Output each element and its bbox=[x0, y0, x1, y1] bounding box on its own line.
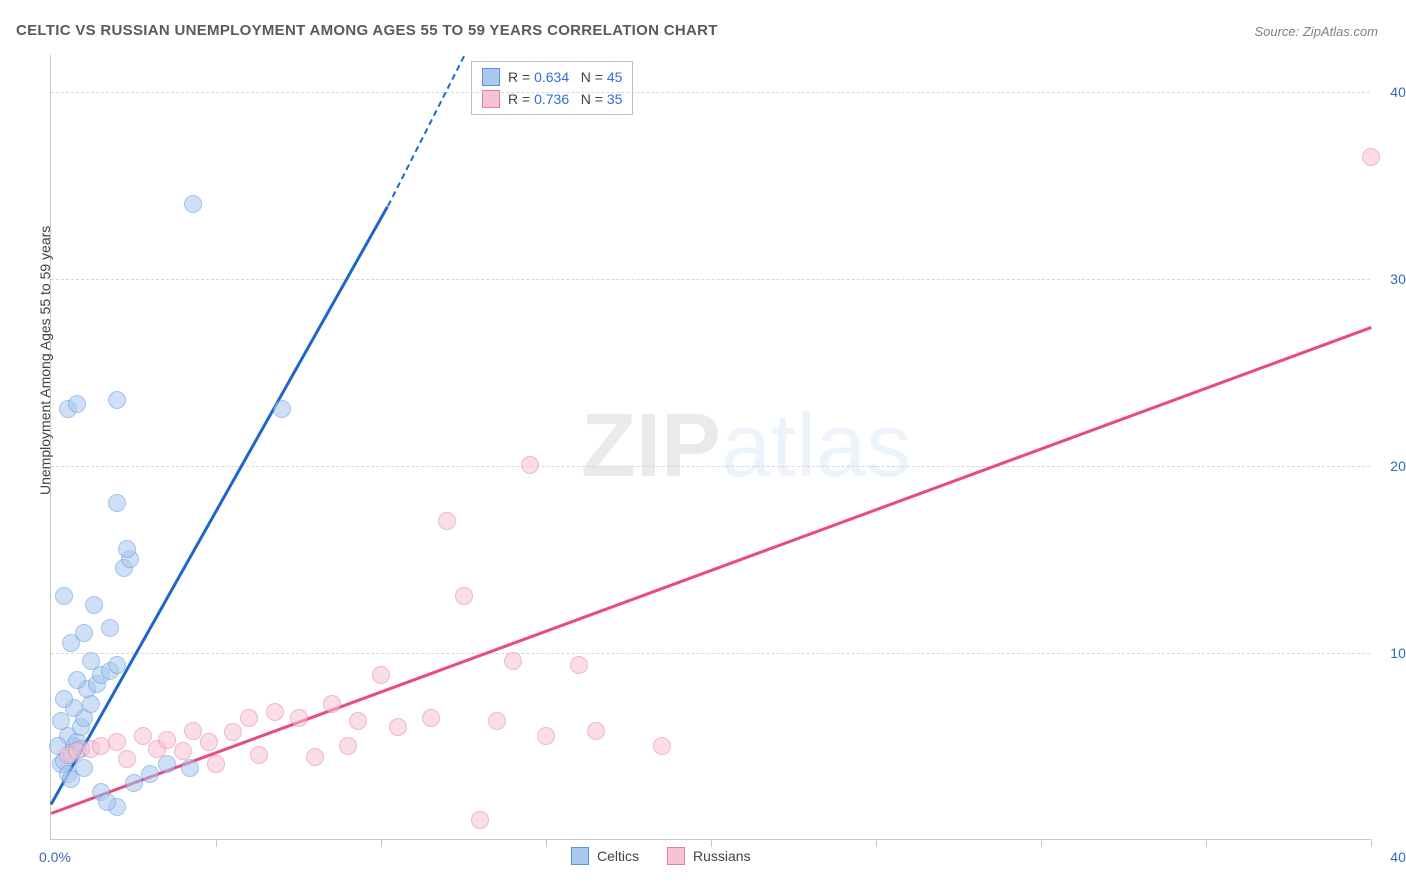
data-point bbox=[306, 748, 324, 766]
data-point bbox=[68, 395, 86, 413]
data-point bbox=[240, 709, 258, 727]
trend-line bbox=[50, 205, 389, 805]
legend-stats-russians: R = 0.736 N = 35 bbox=[508, 91, 622, 107]
swatch-russians-bottom bbox=[667, 847, 685, 865]
data-point bbox=[471, 811, 489, 829]
gridline bbox=[51, 92, 1370, 93]
y-tick-label: 30.0% bbox=[1390, 271, 1406, 287]
data-point bbox=[52, 712, 70, 730]
data-point bbox=[290, 709, 308, 727]
data-point bbox=[587, 722, 605, 740]
data-point bbox=[125, 774, 143, 792]
data-point bbox=[653, 737, 671, 755]
data-point bbox=[349, 712, 367, 730]
data-point bbox=[422, 709, 440, 727]
data-point bbox=[200, 733, 218, 751]
x-axis-max-label: 40.0% bbox=[1390, 849, 1406, 865]
data-point bbox=[1362, 148, 1380, 166]
x-tick bbox=[216, 839, 217, 847]
data-point bbox=[438, 512, 456, 530]
data-point bbox=[250, 746, 268, 764]
trend-line bbox=[387, 56, 465, 206]
x-tick bbox=[381, 839, 382, 847]
watermark-right: atlas bbox=[721, 396, 911, 496]
y-axis-label: Unemployment Among Ages 55 to 59 years bbox=[37, 226, 53, 495]
data-point bbox=[488, 712, 506, 730]
data-point bbox=[174, 742, 192, 760]
data-point bbox=[108, 733, 126, 751]
chart-title: CELTIC VS RUSSIAN UNEMPLOYMENT AMONG AGE… bbox=[16, 22, 718, 39]
data-point bbox=[207, 755, 225, 773]
gridline bbox=[51, 279, 1370, 280]
data-point bbox=[537, 727, 555, 745]
data-point bbox=[108, 656, 126, 674]
data-point bbox=[455, 587, 473, 605]
data-point bbox=[389, 718, 407, 736]
data-point bbox=[82, 652, 100, 670]
data-point bbox=[55, 690, 73, 708]
data-point bbox=[184, 722, 202, 740]
data-point bbox=[224, 723, 242, 741]
gridline bbox=[51, 653, 1370, 654]
x-tick bbox=[1041, 839, 1042, 847]
data-point bbox=[158, 731, 176, 749]
watermark: ZIPatlas bbox=[581, 395, 911, 498]
y-tick-label: 10.0% bbox=[1390, 645, 1406, 661]
swatch-celtics bbox=[482, 68, 500, 86]
data-point bbox=[372, 666, 390, 684]
data-point bbox=[339, 737, 357, 755]
legend-item-russians: Russians bbox=[667, 847, 751, 865]
data-point bbox=[118, 750, 136, 768]
trend-line bbox=[50, 326, 1371, 815]
x-tick bbox=[1371, 839, 1372, 847]
data-point bbox=[68, 671, 86, 689]
data-point bbox=[266, 703, 284, 721]
legend-row-russians: R = 0.736 N = 35 bbox=[482, 88, 622, 110]
swatch-celtics-bottom bbox=[571, 847, 589, 865]
data-point bbox=[62, 770, 80, 788]
data-point bbox=[141, 765, 159, 783]
x-axis-min-label: 0.0% bbox=[39, 849, 71, 865]
data-point bbox=[75, 624, 93, 642]
x-tick bbox=[1206, 839, 1207, 847]
source-attribution: Source: ZipAtlas.com bbox=[1254, 24, 1378, 39]
series-legend: Celtics Russians bbox=[571, 847, 751, 865]
x-tick bbox=[876, 839, 877, 847]
data-point bbox=[108, 391, 126, 409]
data-point bbox=[521, 456, 539, 474]
data-point bbox=[273, 400, 291, 418]
x-tick bbox=[711, 839, 712, 847]
legend-row-celtics: R = 0.634 N = 45 bbox=[482, 66, 622, 88]
data-point bbox=[184, 195, 202, 213]
data-point bbox=[323, 695, 341, 713]
y-tick-label: 20.0% bbox=[1390, 458, 1406, 474]
gridline bbox=[51, 466, 1370, 467]
data-point bbox=[92, 737, 110, 755]
data-point bbox=[181, 759, 199, 777]
data-point bbox=[158, 755, 176, 773]
data-point bbox=[118, 540, 136, 558]
correlation-legend: R = 0.634 N = 45 R = 0.736 N = 35 bbox=[471, 61, 633, 115]
legend-label-celtics: Celtics bbox=[597, 848, 639, 864]
data-point bbox=[101, 619, 119, 637]
data-point bbox=[108, 494, 126, 512]
y-tick-label: 40.0% bbox=[1390, 84, 1406, 100]
x-tick bbox=[546, 839, 547, 847]
watermark-left: ZIP bbox=[581, 396, 721, 496]
data-point bbox=[98, 793, 116, 811]
data-point bbox=[570, 656, 588, 674]
legend-stats-celtics: R = 0.634 N = 45 bbox=[508, 69, 622, 85]
legend-item-celtics: Celtics bbox=[571, 847, 639, 865]
data-point bbox=[504, 652, 522, 670]
legend-label-russians: Russians bbox=[693, 848, 751, 864]
scatter-plot-area: Unemployment Among Ages 55 to 59 years Z… bbox=[50, 55, 1370, 840]
data-point bbox=[85, 596, 103, 614]
data-point bbox=[55, 587, 73, 605]
